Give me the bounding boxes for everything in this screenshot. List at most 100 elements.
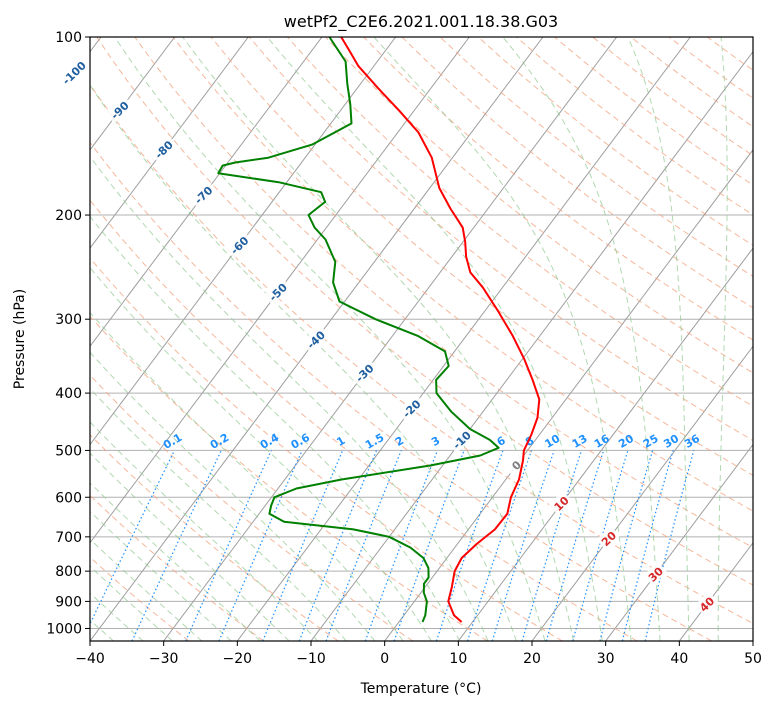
- isotherm-line: [531, 345, 753, 641]
- dry-adiabat: [90, 374, 414, 641]
- dry-adiabat: [90, 257, 563, 641]
- y-tick-label: 500: [55, 443, 82, 459]
- x-tick-label: 10: [449, 651, 467, 667]
- sounding-lines: [217, 37, 541, 623]
- moist-adiabat: [90, 387, 347, 641]
- dry-adiabat: [172, 37, 753, 512]
- mixing-ratio-label: 30: [661, 432, 681, 451]
- x-tick-label: 50: [744, 651, 762, 667]
- isotherm-line: [90, 37, 470, 544]
- mixing-ratio-label: 16: [592, 432, 612, 451]
- isotherm-line: [236, 37, 691, 641]
- isotherm-label-bg: [148, 134, 178, 163]
- dry-adiabat: [325, 37, 753, 374]
- x-tick-label: −30: [149, 651, 179, 667]
- isotherm-line: [605, 443, 753, 641]
- mixing-ratio-line: [621, 450, 674, 641]
- moist-adiabat: [90, 215, 461, 641]
- mixing-ratio-label: 0.6: [289, 431, 313, 452]
- mixing-ratio-label: 0.2: [208, 431, 231, 452]
- y-tick-label: 400: [55, 386, 82, 402]
- x-tick-label: −20: [223, 651, 253, 667]
- isotherm-line: [90, 37, 249, 249]
- dry-adiabat: [477, 37, 753, 246]
- dry-adiabat: [248, 37, 753, 441]
- mixing-ratio-label: 1.5: [363, 431, 386, 452]
- moist-adiabat: [266, 37, 603, 641]
- dry-adiabat: [210, 37, 753, 476]
- isotherm-line: [90, 37, 397, 446]
- isotherm-line: [90, 37, 323, 348]
- mixing-ratio-line: [364, 450, 439, 641]
- x-tick-label: 20: [523, 651, 541, 667]
- isotherm-line: [457, 247, 753, 641]
- moist-adiabat: [90, 482, 261, 641]
- mixing-ratio-label: 25: [641, 432, 661, 451]
- isotherm-line: [163, 37, 618, 641]
- isotherm-label-bg: [446, 425, 476, 454]
- plot-frame: [89, 36, 754, 642]
- x-tick-label: −10: [296, 651, 326, 667]
- x-axis-ticks: −40 −30 −20 −10 0 10 20 30 40 50: [75, 641, 762, 667]
- moist-adiabat: [114, 37, 546, 641]
- mixing-ratio-line: [393, 450, 465, 641]
- isotherm-label-bg: [595, 525, 621, 550]
- isotherm-label-bg: [349, 358, 379, 387]
- mixing-ratio-line: [572, 450, 629, 641]
- y-tick-label: 800: [55, 564, 82, 580]
- mixing-ratio-line: [545, 450, 605, 641]
- mixing-ratio-line: [262, 450, 344, 641]
- mixing-ratio-line: [599, 450, 654, 641]
- y-tick-label: 1000: [46, 621, 82, 637]
- dry-adiabat: [401, 37, 753, 309]
- x-tick-label: −40: [75, 651, 105, 667]
- isotherm-label-bg: [694, 591, 719, 616]
- y-tick-label: 100: [55, 30, 82, 46]
- y-axis-label: Pressure (hPa): [12, 289, 28, 389]
- mixing-ratio-line: [644, 450, 695, 641]
- isotherm-label-bg: [503, 452, 528, 477]
- moist-adiabat: [90, 155, 489, 641]
- mixing-ratio-line: [185, 450, 272, 641]
- y-tick-label: 200: [55, 208, 82, 224]
- isotherm-line: [752, 640, 753, 641]
- moist-adiabat: [90, 421, 319, 641]
- background-lines: [90, 37, 753, 641]
- moist-adiabat: [90, 351, 376, 641]
- dry-adiabat: [90, 199, 638, 641]
- mixing-ratio-line: [298, 450, 378, 641]
- mixing-ratio-label: 0.4: [258, 431, 282, 452]
- dry-adiabat: [363, 37, 753, 341]
- moist-adiabat: [90, 311, 404, 641]
- isotherm-label-bg: [642, 561, 668, 586]
- isotherm-label-bg: [188, 180, 218, 209]
- dry-adiabat: [90, 141, 712, 641]
- isotherm-line: [678, 541, 753, 641]
- y-tick-label: 900: [55, 594, 82, 610]
- y-tick-label: 300: [55, 312, 82, 328]
- dry-adiabat: [554, 37, 753, 186]
- mixing-ratio-line: [90, 450, 176, 626]
- mixing-ratio-label: 10: [543, 432, 563, 451]
- moist-adiabat: [182, 37, 575, 641]
- moist-adiabat: [373, 37, 632, 641]
- y-axis-ticks: 100 200 300 400 500 600 700 800 900 1000: [46, 30, 90, 637]
- y-tick-label: 600: [55, 490, 82, 506]
- mixing-ratio-label: 13: [570, 432, 590, 451]
- mixing-ratio-label: 3: [429, 434, 442, 449]
- dry-adiabat: [439, 37, 753, 277]
- isotherm-label-bg: [396, 393, 426, 423]
- x-tick-label: 0: [380, 651, 389, 667]
- dry-adiabat: [134, 37, 753, 549]
- isotherm-line: [90, 37, 176, 151]
- isotherm-line: [384, 149, 753, 641]
- isotherm-label-bg: [548, 490, 573, 515]
- isotherm-label-bg: [59, 58, 88, 87]
- x-axis-label: Temperature (°C): [360, 681, 482, 697]
- moist-adiabat: [90, 592, 144, 641]
- isotherm-label-bg: [104, 95, 134, 124]
- moist-adiabat: [90, 510, 232, 641]
- isotherm-label-bg: [263, 277, 292, 306]
- moist-adiabat: [502, 37, 661, 641]
